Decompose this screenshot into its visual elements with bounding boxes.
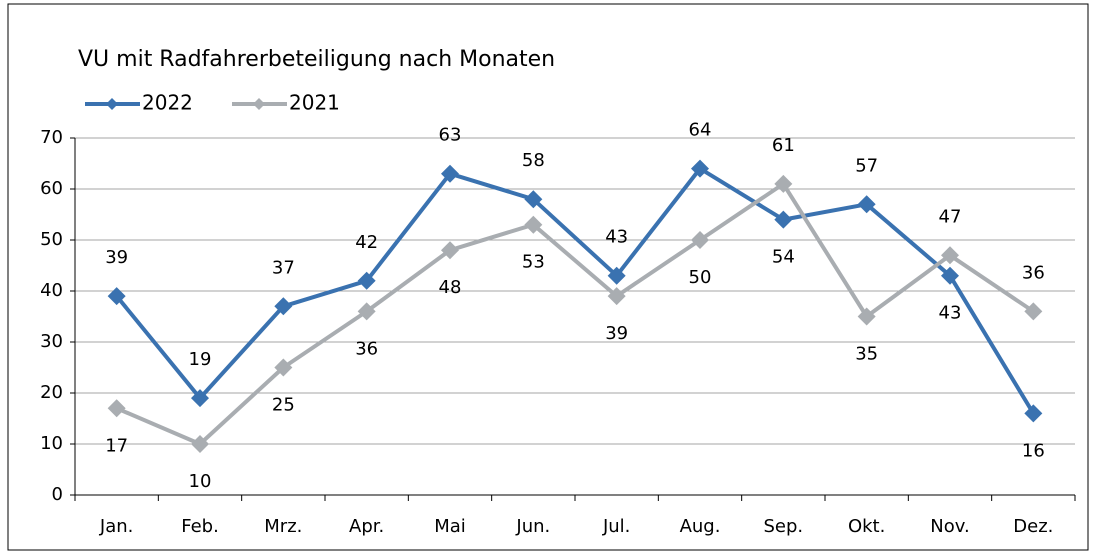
x-tick-label: Mrz. [264, 516, 302, 537]
data-label: 63 [439, 125, 462, 146]
y-tick-label: 0 [52, 484, 63, 505]
x-tick-label: Jul. [602, 516, 630, 537]
point [691, 231, 709, 249]
data-label: 47 [939, 206, 962, 227]
y-tick-label: 10 [40, 433, 63, 454]
y-tick-label: 30 [40, 331, 63, 352]
data-label: 36 [355, 338, 378, 359]
data-label: 39 [105, 247, 128, 268]
point [607, 266, 626, 285]
data-label: 42 [355, 232, 378, 253]
x-tick-label: Apr. [349, 516, 384, 537]
point [107, 287, 126, 306]
x-tick-label: Nov. [930, 516, 969, 537]
point [524, 215, 543, 234]
data-label: 57 [855, 155, 878, 176]
point [941, 266, 959, 285]
y-tick-label: 50 [40, 229, 63, 250]
legend-marker [253, 98, 265, 110]
data-label: 36 [1022, 262, 1045, 283]
data-label: 10 [189, 471, 212, 492]
data-label: 61 [772, 135, 795, 156]
y-tick-label: 60 [40, 178, 63, 199]
data-label: 19 [189, 349, 212, 370]
x-tick-label: Dez. [1013, 516, 1053, 537]
legend-label: 2022 [142, 91, 193, 115]
data-label: 54 [772, 247, 795, 268]
series-line [115, 181, 1035, 446]
point [524, 190, 543, 209]
data-label: 50 [689, 267, 712, 288]
y-tick-label: 40 [40, 280, 63, 301]
data-label: 43 [939, 303, 962, 324]
chart-title: VU mit Radfahrerbeteiligung nach Monaten [78, 47, 555, 72]
point [941, 246, 959, 265]
y-tick-label: 20 [40, 382, 63, 403]
point [191, 435, 209, 453]
data-label: 53 [522, 252, 545, 273]
chart-frame [7, 3, 1089, 551]
x-tick-label: Mai [434, 516, 466, 537]
point [441, 241, 459, 260]
data-label: 35 [855, 344, 878, 365]
point [357, 271, 376, 290]
point [857, 195, 876, 214]
data-label: 16 [1022, 440, 1045, 461]
point [274, 297, 293, 316]
point [1024, 404, 1043, 423]
y-tick-label: 70 [40, 127, 63, 148]
data-label: 48 [439, 277, 462, 298]
point [107, 399, 126, 418]
data-label: 17 [105, 435, 128, 456]
data-label: 25 [272, 395, 295, 416]
legend-label: 2021 [289, 91, 340, 115]
point [774, 210, 793, 229]
legend-marker [106, 98, 118, 110]
point [691, 159, 709, 178]
data-label: 64 [689, 120, 712, 141]
point [774, 174, 793, 193]
point [191, 389, 209, 408]
x-tick-label: Aug. [680, 516, 721, 537]
x-tick-label: Sep. [764, 516, 804, 537]
x-tick-label: Okt. [848, 516, 885, 537]
point [357, 302, 376, 321]
x-tick-label: Jan. [99, 516, 133, 537]
point [607, 287, 626, 306]
point [857, 307, 876, 326]
point [441, 164, 459, 183]
data-label: 43 [605, 227, 628, 248]
data-label: 37 [272, 257, 295, 278]
point [1024, 302, 1043, 321]
series-line [115, 166, 1036, 415]
data-label: 39 [605, 323, 628, 344]
data-label: 58 [522, 150, 545, 171]
x-tick-label: Feb. [181, 516, 219, 537]
point [274, 358, 293, 377]
x-tick-label: Jun. [515, 516, 550, 537]
